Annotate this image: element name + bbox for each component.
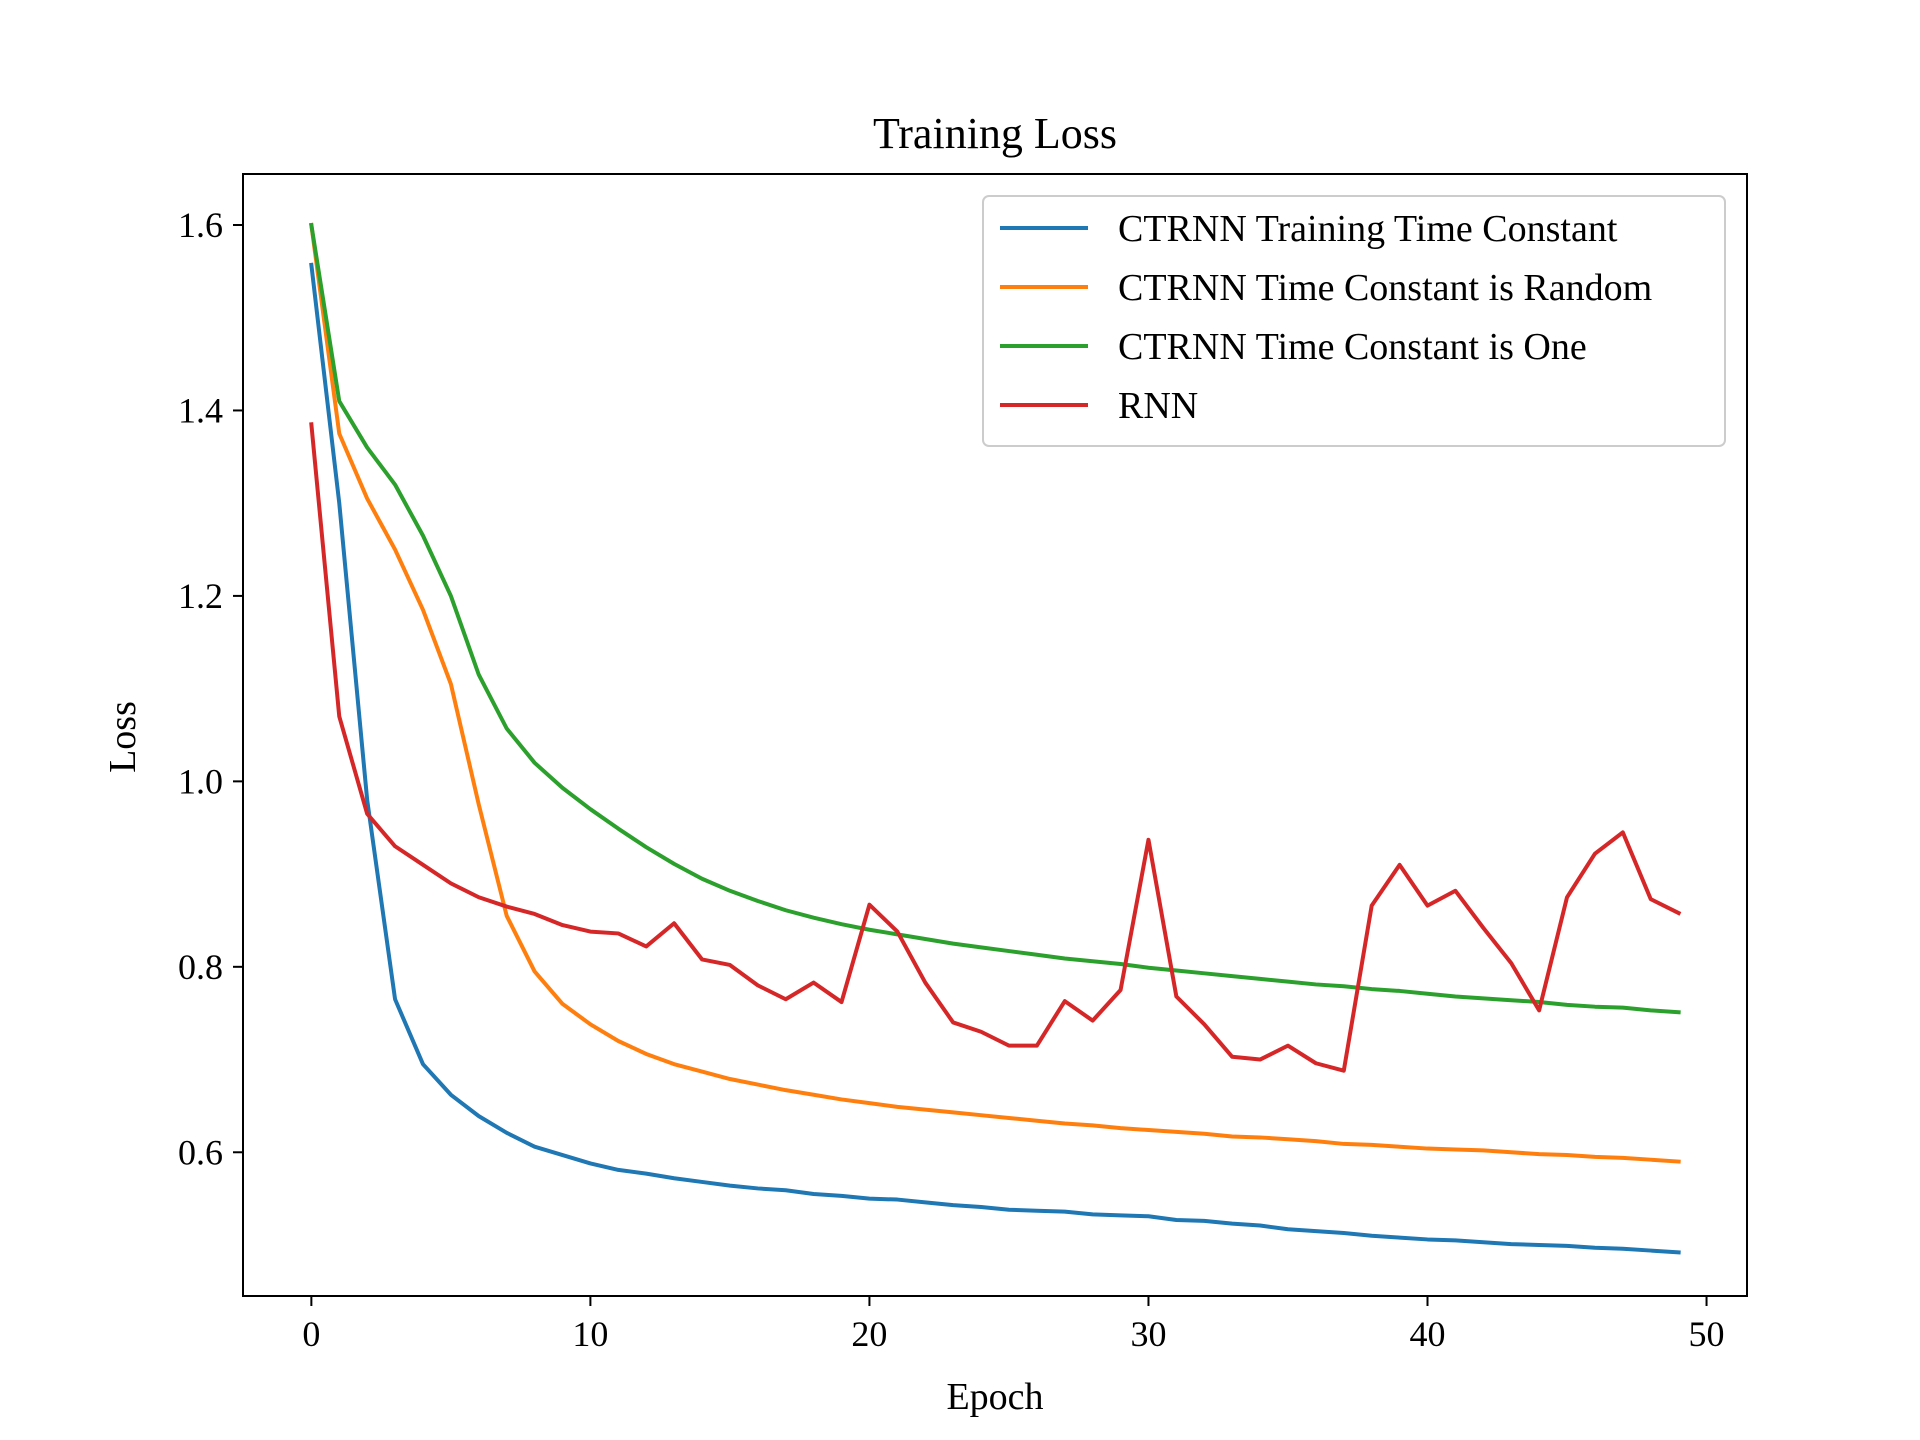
x-axis-label: Epoch xyxy=(946,1376,1043,1418)
x-tick-label: 50 xyxy=(1689,1314,1725,1354)
x-tick-label: 20 xyxy=(851,1314,887,1354)
x-tick-label: 0 xyxy=(302,1314,320,1354)
chart-title: Training Loss xyxy=(873,109,1117,158)
y-tick-label: 1.2 xyxy=(178,576,223,616)
x-axis-ticks: 0 10 20 30 40 50 xyxy=(302,1296,1725,1354)
legend-label: RNN xyxy=(1118,385,1198,427)
series-line-ctrnn-training-time-constant xyxy=(309,262,1681,1255)
series-lines xyxy=(309,222,1682,1255)
series-line-ctrnn-time-constant-is-one xyxy=(309,222,1681,1015)
y-tick-label: 0.8 xyxy=(178,947,223,987)
x-tick-label: 10 xyxy=(572,1314,608,1354)
legend-label: CTRNN Training Time Constant xyxy=(1118,208,1618,250)
y-axis-label: Loss xyxy=(102,701,144,773)
plot-frame xyxy=(242,173,1748,1297)
series-line-rnn xyxy=(309,422,1682,1073)
x-tick-label: 30 xyxy=(1130,1314,1166,1354)
series-line-ctrnn-time-constant-is-random xyxy=(309,222,1681,1164)
y-tick-label: 0.6 xyxy=(178,1132,223,1172)
y-tick-label: 1.4 xyxy=(178,390,223,430)
legend-box xyxy=(982,195,1726,447)
y-axis-ticks: 0.6 0.8 1.0 1.2 1.4 1.6 xyxy=(178,205,243,1172)
y-tick-label: 1.6 xyxy=(178,205,223,245)
legend-label: CTRNN Time Constant is One xyxy=(1118,326,1587,368)
legend-label: CTRNN Time Constant is Random xyxy=(1118,267,1652,309)
legend: CTRNN Training Time Constant CTRNN Time C… xyxy=(982,195,1726,447)
x-tick-label: 40 xyxy=(1410,1314,1446,1354)
y-tick-label: 1.0 xyxy=(178,761,223,801)
